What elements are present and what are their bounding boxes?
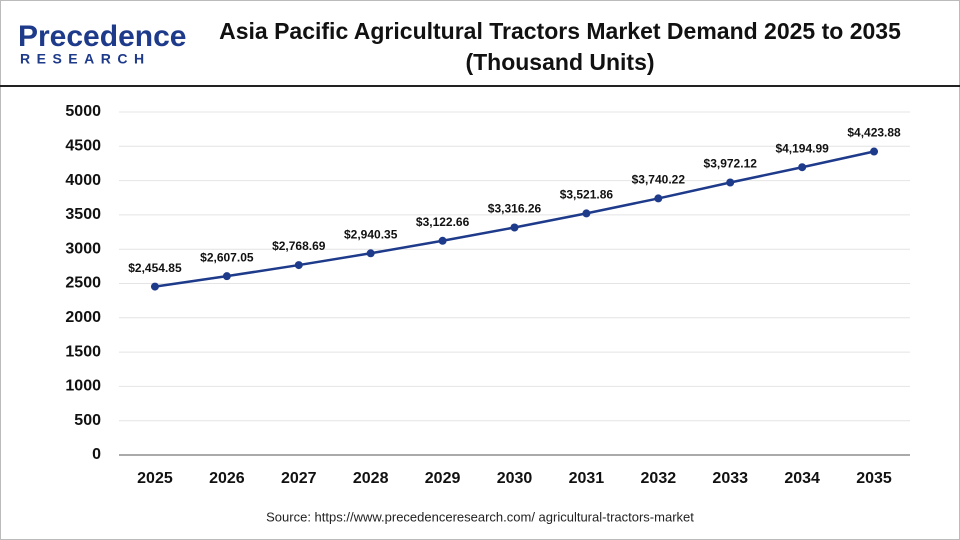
y-tick-label: 1000 [65,378,101,395]
data-label: $4,194.99 [775,141,829,155]
point [222,272,231,281]
y-tick-label: 3000 [65,240,101,257]
point [798,163,807,172]
y-tick-label: 2500 [65,275,101,292]
y-tick-label: 2000 [65,309,101,326]
point [870,147,879,156]
data-label: $3,316.26 [488,202,542,216]
data-label: $3,122.66 [416,215,470,229]
point [582,209,591,218]
data-label: $2,454.85 [128,261,182,275]
data-label: $2,940.35 [344,227,398,241]
x-tick-label: 2031 [569,470,605,487]
point [726,178,735,187]
x-tick-label: 2034 [784,470,820,487]
y-tick-label: 4000 [65,172,101,189]
y-tick-label: 4500 [65,138,101,155]
y-tick-label: 5000 [65,103,101,120]
x-tick-label: 2025 [137,470,173,487]
x-tick-label: 2028 [353,470,389,487]
point [150,282,159,291]
x-tick-label: 2026 [209,470,245,487]
y-tick-label: 500 [74,412,101,429]
x-tick-label: 2029 [425,470,461,487]
x-tick-label: 2035 [856,470,892,487]
series-line [154,150,875,288]
x-tick-label: 2033 [712,470,748,487]
point [294,261,303,270]
y-tick-label: 3500 [65,206,101,223]
y-tick-label: 1500 [65,343,101,360]
point [438,236,447,245]
point [510,223,519,232]
logo-name: Precedence [18,20,186,53]
chart-title: Asia Pacific Agricultural Tractors Marke… [219,18,901,75]
data-label: $3,521.86 [560,188,614,202]
y-tick-label: 0 [92,446,101,463]
point [654,194,663,203]
x-tick-label: 2027 [281,470,317,487]
x-tick-label: 2032 [641,470,677,487]
source: Source: https://www.precedenceresearch.c… [266,509,694,524]
data-label: $2,607.05 [200,250,254,264]
data-label: $3,740.22 [632,173,686,187]
x-tick-label: 2030 [497,470,533,487]
data-label: $2,768.69 [272,239,326,253]
point [366,249,375,258]
data-label: $4,423.88 [847,126,901,140]
logo-tagline: RESEARCH [20,51,151,67]
data-label: $3,972.12 [704,157,758,171]
